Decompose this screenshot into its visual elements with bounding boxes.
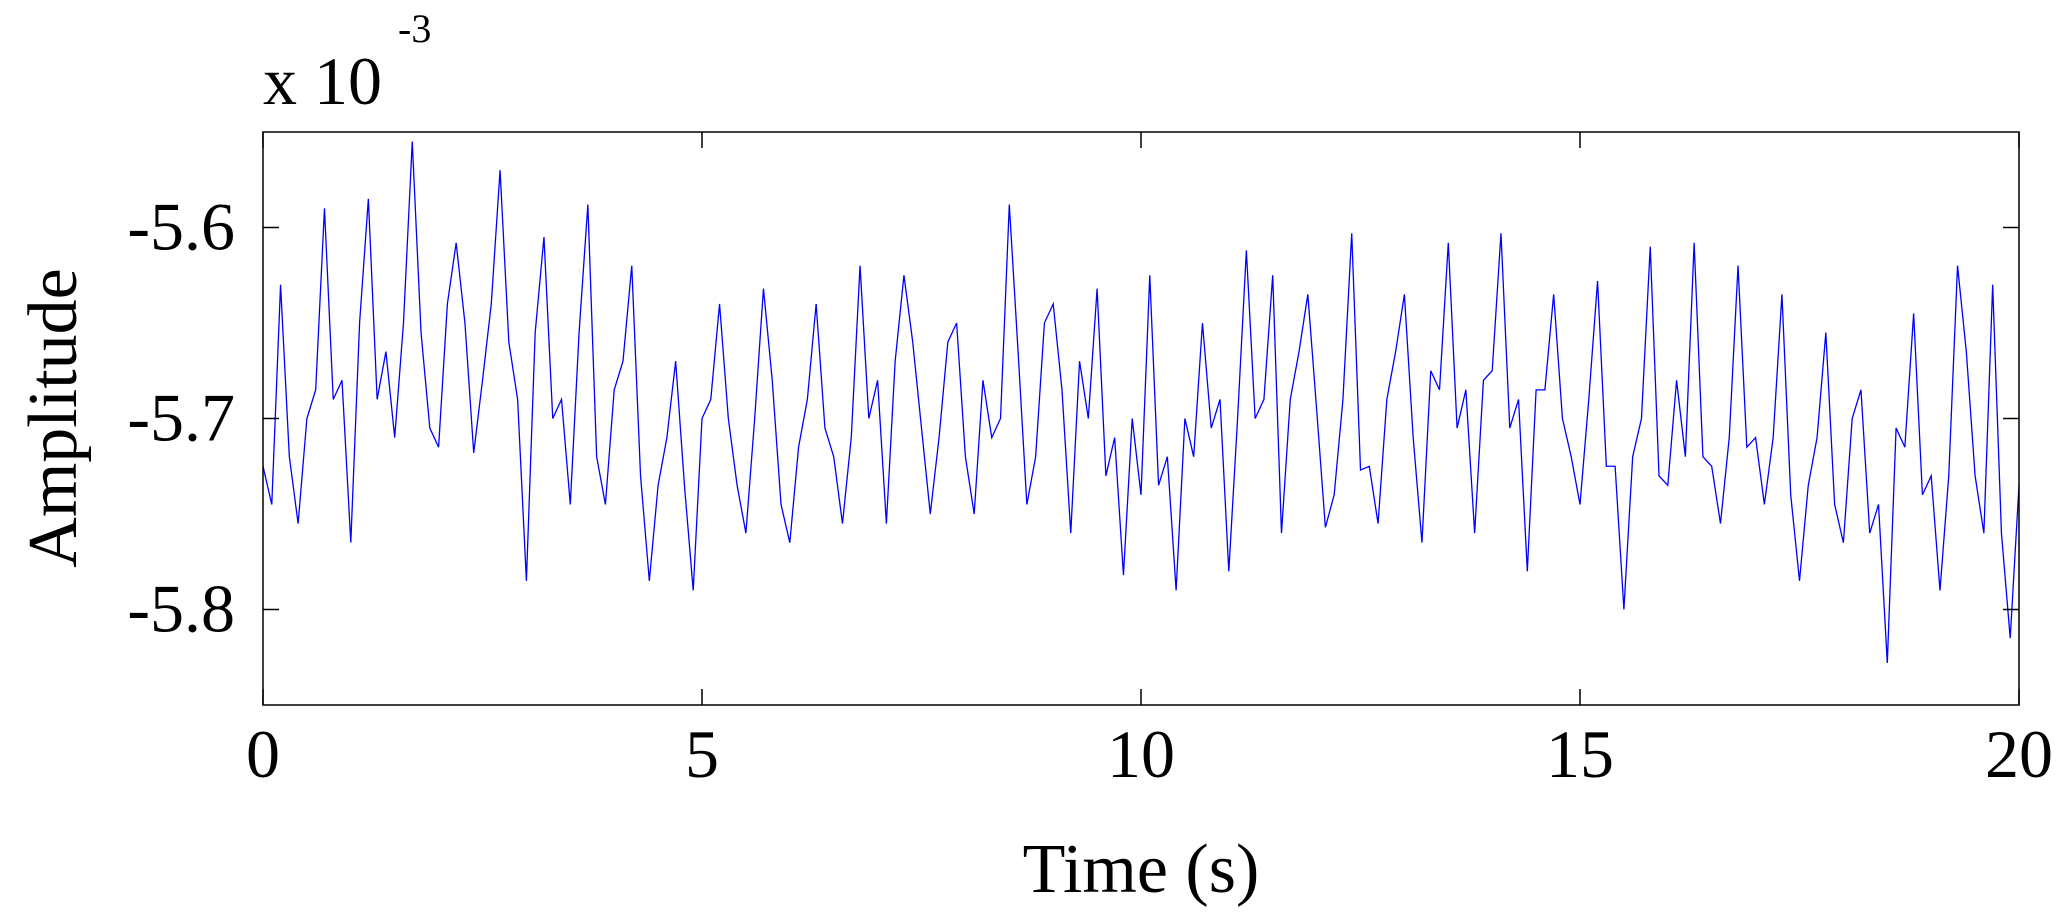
y-tick-label: -5.7 [127,380,235,456]
x-tick-label: 5 [685,716,719,792]
axes-box [262,131,2020,706]
x-tick-label: 10 [1107,716,1175,792]
signal-line [262,141,2020,664]
y-axis-label: Amplitude [15,268,92,567]
y-tick-label: -5.6 [127,189,235,265]
x-tick-label: 15 [1546,716,1614,792]
y-multiplier: x 10 [263,43,382,119]
x-tick-label: 20 [1985,716,2053,792]
y-tick-label: -5.8 [127,571,235,647]
x-axis-label: Time (s) [1023,831,1260,908]
x-tick-label: 0 [246,716,280,792]
y-multiplier-exponent: -3 [398,6,431,51]
